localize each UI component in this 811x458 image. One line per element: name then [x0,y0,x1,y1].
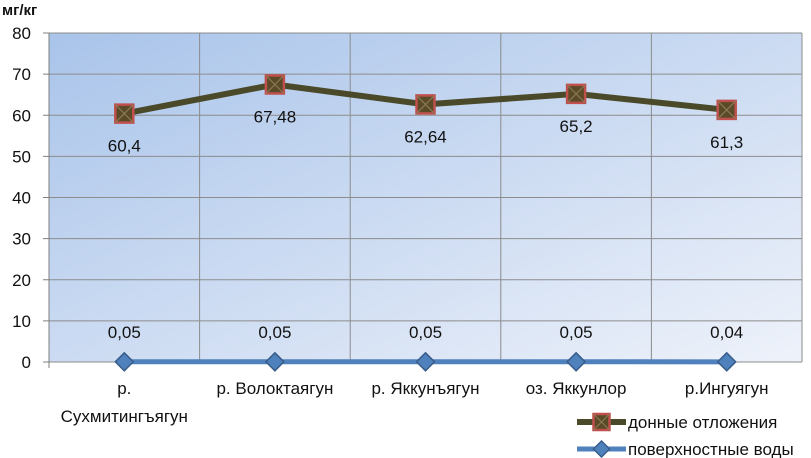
legend-marker-bevel [593,413,610,431]
data-label: 0,05 [108,323,141,342]
data-label: 62,64 [404,127,447,146]
x-tick-label: оз. Яккунлор [526,379,627,398]
data-point-marker [114,351,135,372]
data-label: 61,3 [710,133,743,152]
x-tick-label: р. Сухмитингъягун [61,379,188,426]
data-point-marker-bevel [717,100,737,120]
y-tick-label: 30 [12,230,31,249]
y-tick-label: 60 [12,106,31,125]
x-tick-label: р.Ингуягун [685,379,769,398]
y-tick-label: 70 [12,65,31,84]
legend-label: поверхностные воды [628,440,794,458]
y-tick-label: 10 [12,312,31,331]
y-tick-label: 0 [22,353,31,372]
data-point-marker [716,351,737,372]
data-label: 60,4 [108,137,141,156]
x-tick-label: р. Волоктаягун [216,379,333,398]
data-label: 0,04 [710,323,743,342]
data-point-marker [415,351,436,372]
data-label: 0,05 [409,323,442,342]
data-point-marker [566,351,587,372]
legend-marker [592,439,611,458]
data-label: 67,48 [254,107,297,126]
y-tick-label: 80 [12,24,31,43]
y-axis: 0 10 20 30 40 50 60 70 80 [12,24,50,372]
y-tick-label: 40 [12,189,31,208]
series-layer: 60,4 67,48 62,64 65,2 61,3 0,05 0,05 0,05 0,05 0,… [108,74,743,372]
data-point-marker-bevel [114,104,134,124]
legend: донные отложения поверхностные воды [577,412,794,458]
y-tick-label: 20 [12,271,31,290]
data-point-marker-bevel [416,94,435,114]
x-tick-label: р. Яккунъягун [371,379,479,398]
data-label: 0,05 [258,323,291,342]
data-point-marker [264,351,285,372]
x-axis: р. Сухмитингъягун р. Волоктаягун р. Яккунъя… [61,379,769,426]
data-point-marker-bevel [566,84,586,104]
y-axis-unit-label: мг/кг [2,2,37,19]
y-tick-label: 50 [12,147,31,166]
data-label: 0,05 [560,323,593,342]
data-point-marker-bevel [265,75,285,94]
legend-label: донные отложения [628,413,777,432]
data-label: 65,2 [560,117,593,136]
